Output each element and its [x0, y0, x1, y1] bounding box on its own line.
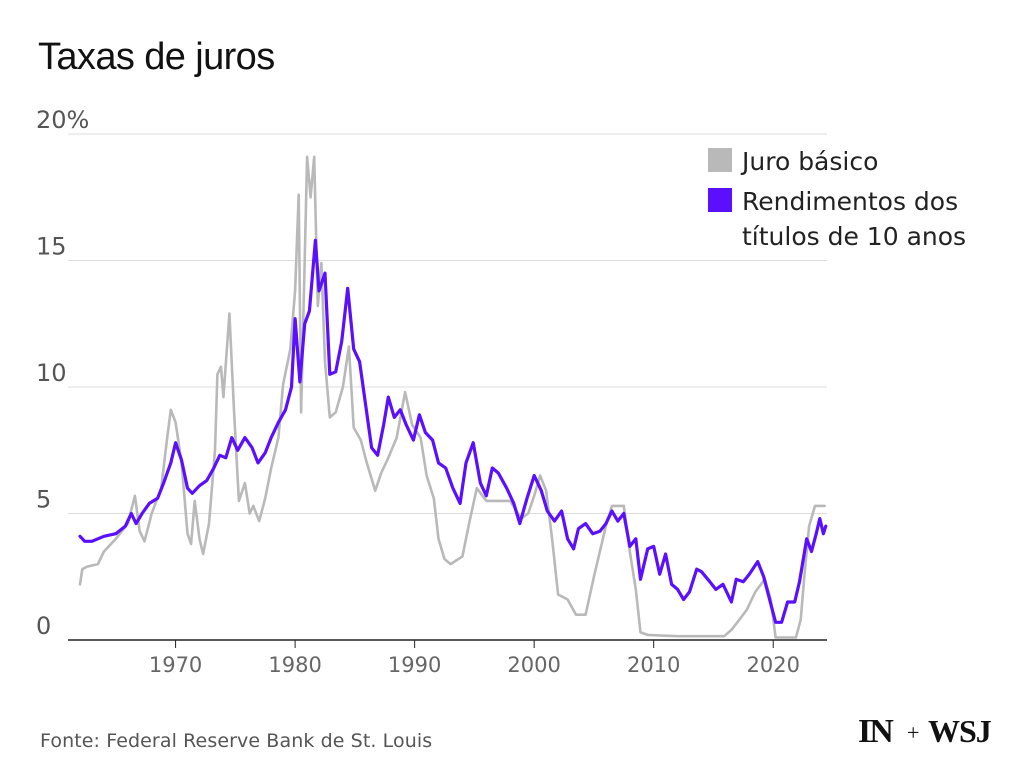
y-tick-label-0: 0: [36, 612, 51, 640]
legend-swatch-fed-funds: [708, 148, 732, 172]
legend-label-fed-funds: Juro básico: [740, 147, 878, 176]
source-note: Fonte: Federal Reserve Bank de St. Louis: [40, 730, 433, 752]
y-tick-label-20: 20%: [36, 106, 89, 134]
legend-label-treasury-10y-line2: títulos de 10 anos: [742, 222, 966, 251]
y-tick-label-10: 10: [36, 359, 67, 387]
x-tick-label-1970: 1970: [149, 653, 202, 677]
logo-plus-sign: +: [907, 720, 920, 745]
page-title: Taxas de juros: [38, 36, 275, 78]
legend-swatch-treasury-10y: [708, 188, 732, 212]
series-line-treasury-10y: [78, 238, 828, 624]
x-tick-label-2020: 2020: [746, 653, 799, 677]
x-tick-label-1990: 1990: [388, 653, 441, 677]
series-lines: [78, 155, 828, 639]
y-tick-label-5: 5: [36, 486, 51, 514]
legend-label-treasury-10y-line1: Rendimentos dos: [742, 187, 958, 216]
y-axis-ticks: 0 5 10 15 20%: [36, 106, 89, 640]
legend: Juro básico Rendimentos dos títulos de 1…: [708, 147, 966, 251]
x-tick-label-1980: 1980: [268, 653, 321, 677]
series-line-fed-funds: [78, 155, 826, 639]
x-tick-label-2010: 2010: [627, 653, 680, 677]
in-logo: IN: [858, 713, 894, 750]
y-tick-label-15: 15: [36, 233, 67, 261]
x-axis-ticks: 1970 1980 1990 2000 2010 2020: [149, 640, 800, 677]
wsj-logo: WSJ: [928, 713, 992, 749]
x-tick-label-2000: 2000: [507, 653, 560, 677]
